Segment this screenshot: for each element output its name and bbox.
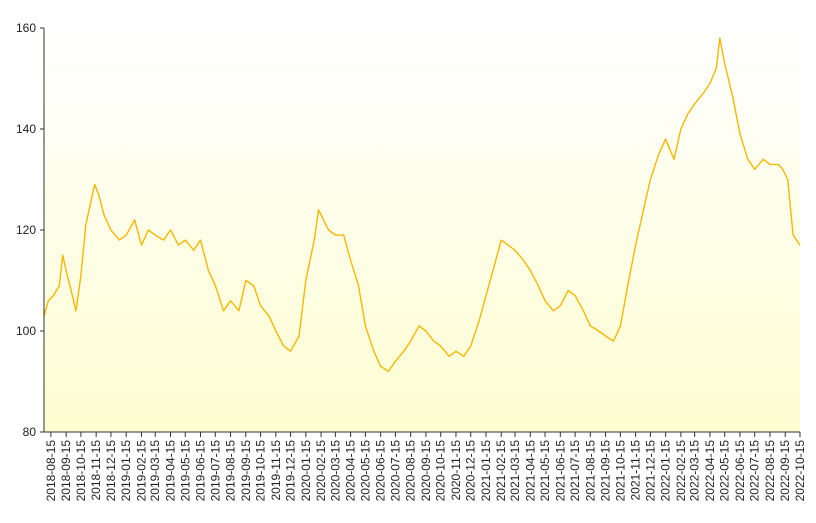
- price-series-line: [43, 37, 801, 373]
- x-tick-label: 2021-05-15: [538, 440, 552, 502]
- x-tick-label: 2021-09-15: [599, 440, 613, 502]
- x-tick-label: 2019-08-15: [224, 440, 238, 502]
- x-tick-label: 2019-12-15: [284, 440, 298, 502]
- x-tick-label: 2020-10-15: [434, 440, 448, 502]
- x-tick-label: 2020-09-15: [419, 440, 433, 502]
- x-tick-label: 2019-03-15: [148, 440, 162, 502]
- x-tick-label: 2018-12-15: [104, 440, 118, 502]
- x-tick-label: 2022-03-15: [688, 440, 702, 502]
- x-tick-label: 2020-02-15: [314, 440, 328, 502]
- y-tick-label: 140: [16, 122, 36, 136]
- x-tick-label: 2019-04-15: [163, 440, 177, 502]
- x-tick-label: 2020-03-15: [328, 440, 342, 502]
- x-tick-label: 2022-06-15: [733, 440, 747, 502]
- x-tick-label: 2019-07-15: [208, 440, 222, 502]
- x-tick-label: 2020-01-15: [299, 440, 313, 502]
- x-tick-label: 2022-01-15: [659, 440, 673, 502]
- x-tick-label: 2021-06-15: [553, 440, 567, 502]
- x-tick-label: 2020-11-15: [449, 440, 463, 501]
- x-tick-label: 2019-10-15: [254, 440, 268, 502]
- x-tick-label: 2018-09-15: [59, 440, 73, 502]
- y-tick-label: 120: [16, 223, 36, 237]
- x-tick-label: 2021-04-15: [523, 440, 537, 502]
- x-tick-label: 2020-12-15: [464, 440, 478, 502]
- x-tick-label: 2018-10-15: [74, 440, 88, 502]
- x-tick-label: 2019-09-15: [239, 440, 253, 502]
- x-tick-label: 2018-08-15: [44, 440, 58, 502]
- x-tick-label: 2020-04-15: [344, 440, 358, 502]
- x-tick-label: 2022-02-15: [674, 440, 688, 502]
- x-tick-label: 2022-09-15: [778, 440, 792, 502]
- x-tick-label: 2021-12-15: [643, 440, 657, 502]
- x-tick-label: 2022-07-15: [748, 440, 762, 502]
- x-tick-label: 2022-10-15: [793, 440, 807, 502]
- y-tick-label: 160: [16, 21, 36, 35]
- y-axis-ticks: 80 100 120 140 160: [16, 21, 44, 439]
- x-tick-label: 2021-08-15: [583, 440, 597, 502]
- x-tick-label: 2018-11-15: [89, 440, 103, 501]
- plot-area: [44, 28, 800, 432]
- x-tick-label: 2021-02-15: [494, 440, 508, 502]
- x-tick-label: 2020-06-15: [374, 440, 388, 502]
- x-tick-label: 2022-08-15: [763, 440, 777, 502]
- x-tick-label: 2022-05-15: [718, 440, 732, 502]
- x-tick-label: 2022-04-15: [703, 440, 717, 502]
- y-tick-label: 80: [23, 425, 37, 439]
- x-tick-label: 2021-07-15: [568, 440, 582, 502]
- x-tick-label: 2021-11-15: [629, 440, 643, 501]
- x-tick-label: 2020-07-15: [388, 440, 402, 502]
- x-tick-label: 2019-11-15: [269, 440, 283, 501]
- x-tick-label: 2019-01-15: [119, 440, 133, 502]
- x-tick-label: 2021-03-15: [508, 440, 522, 502]
- x-tick-label: 2021-01-15: [479, 440, 493, 502]
- x-tick-label: 2019-06-15: [194, 440, 208, 502]
- x-tick-label: 2021-10-15: [613, 440, 627, 502]
- y-tick-label: 100: [16, 324, 36, 338]
- x-tick-label: 2020-05-15: [358, 440, 372, 502]
- x-tick-label: 2019-05-15: [178, 440, 192, 502]
- x-tick-label: 2020-08-15: [404, 440, 418, 502]
- x-tick-label: 2019-02-15: [134, 440, 148, 502]
- x-axis-ticks: 2018-08-15 2018-09-15 2018-10-15 2018-11-15…: [44, 432, 807, 501]
